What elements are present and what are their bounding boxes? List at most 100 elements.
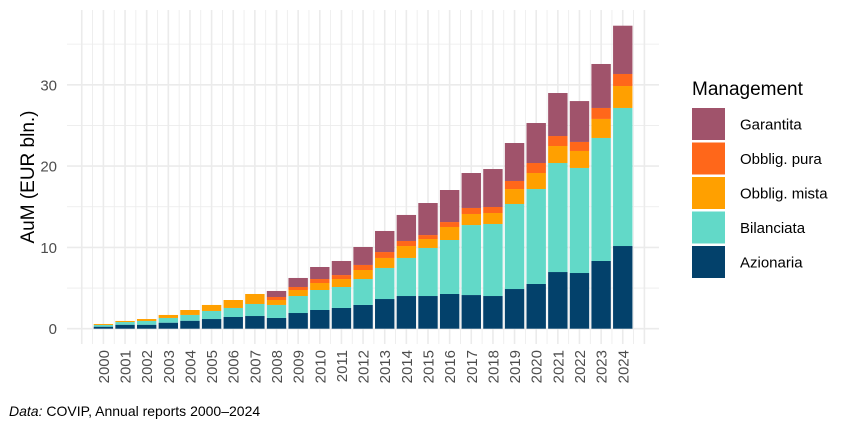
bar-obblig-mista-2011 (331, 279, 352, 287)
bar-stack-2009 (288, 277, 308, 329)
bar-stack-2020 (526, 123, 546, 329)
bar-obblig-mista-2022 (569, 150, 590, 168)
bar-stack-2001 (115, 320, 135, 329)
bar-obblig-mista-2005 (201, 304, 222, 311)
bar-garantita-2012 (353, 246, 373, 265)
bar-azionaria-2002 (136, 324, 157, 329)
bar-obblig-mista-2013 (375, 257, 395, 268)
bar-obblig-pura-2019 (504, 180, 525, 190)
x-tick-label: 2010 (312, 350, 329, 383)
bar-bilanciata-2016 (439, 240, 460, 294)
bar-garantita-2009 (288, 277, 308, 287)
bar-bilanciata-2009 (288, 296, 308, 314)
bar-bilanciata-2023 (591, 137, 611, 261)
bar-stack-2014 (396, 214, 417, 329)
bar-stack-2002 (136, 319, 157, 329)
bar-azionaria-2004 (180, 320, 200, 329)
bar-obblig-pura-2011 (331, 275, 352, 280)
x-tick-label: 2009 (291, 350, 308, 383)
bar-obblig-mista-2014 (396, 246, 417, 258)
bar-obblig-mista-2023 (591, 118, 611, 138)
bar-obblig-mista-2007 (245, 293, 265, 304)
bar-garantita-2019 (504, 143, 525, 181)
x-tick-label: 2005 (204, 350, 221, 383)
bar-garantita-2023 (591, 63, 611, 108)
bar-bilanciata-2006 (223, 307, 243, 317)
bar-obblig-mista-2003 (158, 314, 179, 318)
bar-obblig-mista-2001 (115, 320, 135, 323)
bar-bilanciata-2010 (310, 290, 330, 311)
bar-azionaria-2021 (548, 272, 568, 329)
bar-stack-2016 (439, 190, 460, 329)
bar-obblig-pura-2017 (461, 207, 481, 214)
x-tick-label: 2016 (442, 350, 459, 383)
bar-obblig-pura-2015 (418, 235, 438, 240)
legend-item: Azionaria (692, 246, 803, 278)
bar-bilanciata-2003 (158, 317, 179, 323)
bar-azionaria-2020 (526, 283, 546, 329)
bar-azionaria-2024 (613, 246, 633, 329)
bar-azionaria-2010 (310, 310, 330, 329)
bar-azionaria-2017 (461, 295, 481, 329)
bar-obblig-mista-2004 (180, 310, 200, 315)
bar-bilanciata-2022 (569, 167, 590, 274)
bar-obblig-pura-2013 (375, 252, 395, 258)
x-tick-label: 2017 (464, 350, 481, 383)
bar-bilanciata-2019 (504, 203, 525, 290)
bar-azionaria-2015 (418, 296, 438, 329)
legend: Management Garantita Obblig. pura Obblig. … (692, 79, 828, 278)
bar-azionaria-2005 (201, 319, 222, 329)
bar-obblig-pura-2022 (569, 141, 590, 151)
legend-key (692, 177, 725, 209)
bar-stack-2004 (180, 310, 200, 329)
bar-stack-2010 (310, 266, 330, 329)
bar-obblig-mista-2010 (310, 283, 330, 291)
bar-bilanciata-2018 (483, 223, 503, 297)
legend-key (692, 142, 725, 175)
bar-obblig-pura-2009 (288, 286, 308, 291)
x-tick-label: 2020 (529, 350, 546, 383)
y-tick-label: 0 (49, 321, 57, 338)
x-tick-label: 2006 (226, 350, 243, 383)
bar-obblig-mista-2000 (93, 323, 114, 325)
bar-garantita-2020 (526, 123, 546, 164)
bar-stack-2000 (93, 323, 114, 329)
bar-bilanciata-2014 (396, 257, 417, 297)
bar-obblig-mista-2002 (136, 319, 157, 321)
bar-stack-2011 (331, 260, 352, 329)
y-tick-label: 30 (40, 77, 57, 94)
x-tick-label: 2015 (421, 350, 438, 383)
bar-obblig-mista-2006 (223, 300, 243, 308)
bar-garantita-2018 (483, 169, 503, 207)
legend-label: Bilanciata (740, 220, 806, 237)
legend-key (692, 246, 725, 278)
x-tick-label: 2021 (550, 350, 567, 383)
bar-stack-2023 (591, 63, 611, 329)
x-tick-label: 2013 (377, 350, 394, 383)
caption-label: Data: (9, 403, 43, 419)
bar-bilanciata-2002 (136, 320, 157, 325)
legend-label: Garantita (740, 117, 802, 134)
bar-obblig-pura-2018 (483, 206, 503, 214)
bar-bilanciata-2012 (353, 279, 373, 305)
bar-azionaria-2023 (591, 260, 611, 329)
x-axis-ticks: 2000 2001 2002 2003 2004 2005 2006 2007 2008 2009… (96, 350, 632, 383)
bar-azionaria-2011 (331, 307, 352, 329)
bar-obblig-mista-2020 (526, 173, 546, 190)
legend-item: Obblig. pura (692, 142, 822, 175)
bar-obblig-mista-2008 (266, 300, 287, 305)
bar-azionaria-2019 (504, 289, 525, 329)
bar-obblig-pura-2021 (548, 136, 568, 147)
bar-obblig-mista-2012 (353, 270, 373, 280)
bar-stack-2007 (245, 293, 265, 329)
bar-azionaria-2003 (158, 322, 179, 329)
x-tick-label: 2012 (356, 350, 373, 383)
bar-bilanciata-2007 (245, 303, 265, 317)
y-tick-label: 20 (40, 159, 57, 176)
bar-bilanciata-2024 (613, 107, 633, 247)
bar-bilanciata-2017 (461, 225, 481, 296)
bar-obblig-mista-2009 (288, 290, 308, 297)
bar-stack-2017 (461, 173, 481, 329)
bar-bilanciata-2008 (266, 304, 287, 318)
